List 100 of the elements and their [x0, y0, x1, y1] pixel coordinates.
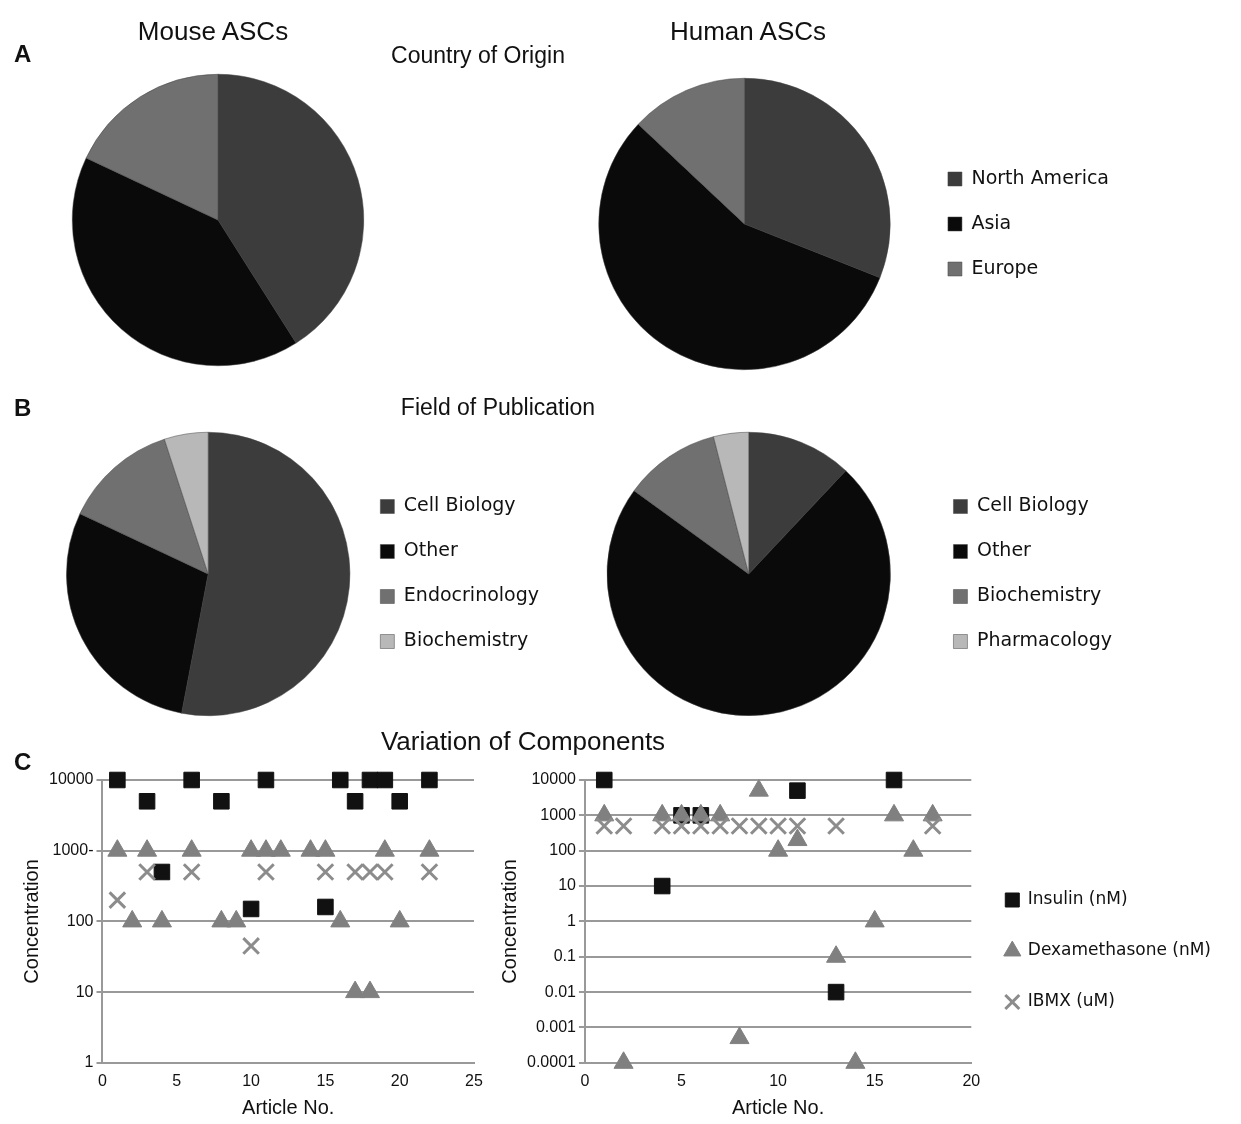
point [691, 816, 711, 836]
legend-label: Europe [971, 255, 1039, 278]
point [729, 1026, 750, 1045]
point [653, 877, 671, 895]
point [789, 782, 806, 799]
point [183, 771, 200, 789]
text: Country of Origin [391, 42, 565, 69]
point [923, 816, 942, 836]
y-tick-label: 0.1 [553, 947, 577, 965]
point [613, 1051, 634, 1069]
point [360, 862, 380, 882]
point [317, 898, 334, 916]
y-tick-label: 10 [75, 982, 94, 1000]
x-axis-title: Article No. [731, 1095, 825, 1118]
point [768, 816, 788, 836]
x-tick-label: 20 [962, 1071, 981, 1089]
point [420, 862, 439, 882]
point [151, 909, 172, 928]
point [270, 839, 291, 857]
point [211, 909, 232, 928]
point [826, 816, 846, 836]
legend-label: Biochemistry [976, 583, 1102, 606]
legend-label: Asia [971, 210, 1012, 233]
x-tick-label: 5 [172, 1071, 182, 1089]
y-tick-label: 1 [567, 911, 577, 929]
point [845, 1051, 866, 1069]
legend-label: IBMX (uM) [1027, 990, 1115, 1011]
legend-label: Other [976, 538, 1032, 561]
x-tick-label: 20 [390, 1071, 409, 1089]
point [421, 771, 438, 789]
legend-label: Pharmacology [976, 628, 1113, 651]
x-tick-label: 15 [316, 1071, 335, 1089]
point [419, 839, 440, 857]
point [213, 793, 230, 810]
legend-label: Biochemistry [403, 628, 529, 651]
x-tick-label: 5 [677, 1071, 687, 1089]
point [316, 862, 335, 882]
legend-label: Other [403, 538, 458, 561]
point [614, 816, 633, 836]
point [826, 945, 847, 963]
legend-label: Cell Biology [403, 493, 516, 516]
point [749, 816, 769, 836]
point [359, 980, 380, 999]
point [242, 900, 260, 918]
x-tick-label: 25 [465, 1071, 483, 1089]
point [182, 862, 201, 882]
point [885, 771, 903, 789]
chart-title: Variation of Components [380, 726, 666, 757]
point [710, 816, 730, 836]
point [330, 909, 351, 928]
legend-label: North America [971, 165, 1110, 188]
point [107, 839, 128, 857]
point [300, 839, 321, 857]
x-tick-label: 10 [242, 1071, 261, 1089]
point [255, 839, 276, 857]
point [138, 793, 156, 810]
y-tick-label: 100 [66, 911, 94, 929]
point [376, 771, 394, 789]
point [137, 862, 157, 882]
point [652, 816, 672, 836]
point [374, 839, 395, 857]
legend-label: Dexamethasone (nM) [1027, 939, 1212, 960]
point [109, 771, 126, 789]
y-tick-label: 10 [558, 876, 577, 894]
point [345, 862, 365, 882]
point [315, 839, 336, 857]
point [137, 839, 158, 857]
legend-label: Endocrinology [403, 583, 540, 606]
point [226, 909, 247, 928]
y-tick-label: 0.001 [535, 1017, 577, 1035]
point [788, 816, 807, 836]
y-axis-title: Concentration [19, 859, 42, 984]
text: B [14, 394, 32, 422]
point [389, 909, 410, 928]
point [730, 816, 749, 836]
x-tick-label: 0 [580, 1071, 590, 1089]
point [122, 909, 143, 928]
y-tick-label: 1 [84, 1053, 94, 1071]
point [864, 909, 885, 928]
text: C [14, 748, 32, 776]
x-tick-label: 0 [98, 1071, 108, 1089]
point [153, 863, 171, 881]
legend-label: Cell Biology [976, 493, 1089, 516]
y-tick-label: 0.0001 [527, 1053, 577, 1071]
point [257, 771, 275, 789]
text: A [14, 40, 32, 68]
point [346, 793, 364, 810]
x-tick-label: 15 [865, 1071, 884, 1089]
point [375, 862, 395, 882]
point [108, 890, 127, 910]
y-tick-label: 1000 [540, 805, 577, 823]
point [256, 862, 276, 882]
point [672, 816, 691, 836]
point [594, 816, 614, 836]
point [181, 839, 202, 857]
y-tick-label: 10000 [48, 770, 94, 788]
chart-subtitle: Field of Publication [400, 394, 596, 421]
y-tick-label: 1000- [52, 841, 94, 859]
point [331, 771, 349, 789]
y-tick-label: 10000 [531, 770, 577, 788]
